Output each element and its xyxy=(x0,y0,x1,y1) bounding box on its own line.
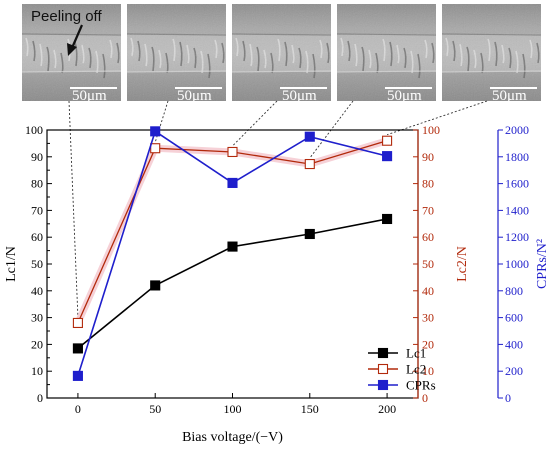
micrograph-grain xyxy=(232,4,331,101)
right-axis-1-tick-label: 100 xyxy=(422,123,440,137)
right-axis-2-tick-label: 1400 xyxy=(505,203,529,217)
right-axis-2-tick-label: 1200 xyxy=(505,230,529,244)
scale-label: 50μm xyxy=(72,88,107,104)
right-axis-2-tick-label: 400 xyxy=(505,337,523,351)
cprs-data-point xyxy=(72,370,83,381)
lc1-data-point xyxy=(304,228,315,240)
left-axis-label: Lc1/N xyxy=(4,246,19,282)
x-axis-tick-label: 0 xyxy=(75,402,81,416)
lc1-series-line xyxy=(77,218,388,350)
lc2-data-point xyxy=(227,146,238,158)
leader-line xyxy=(68,100,79,317)
sem-micrograph: 50μm xyxy=(231,4,332,104)
annotation-arrow-head xyxy=(67,43,77,56)
scale-label: 50μm xyxy=(282,88,317,104)
left-axis-tick-label: 30 xyxy=(31,311,43,325)
left-axis-tick-label: 70 xyxy=(31,203,43,217)
right-axis-2-tick-label: 1600 xyxy=(505,177,529,191)
cprs-data-point xyxy=(227,177,238,188)
micrograph-grain xyxy=(442,4,541,101)
right-axis-2-tick-label: 600 xyxy=(505,311,523,325)
micrograph-grain xyxy=(127,4,226,101)
sem-micrograph: 50μm xyxy=(126,4,227,104)
lc1-data-point xyxy=(72,343,83,354)
right-axis-2-tick-label: 800 xyxy=(505,284,523,298)
legend-marker-lc2 xyxy=(377,363,389,375)
scale-label: 50μm xyxy=(387,88,422,104)
micrograph-grain xyxy=(337,4,436,101)
right-axis-1-tick-label: 80 xyxy=(422,177,434,191)
right-axis-2-label: CPRs/N² xyxy=(535,239,550,289)
lc2-data-point xyxy=(382,135,393,146)
x-axis-tick-label: 150 xyxy=(301,402,319,416)
lc1-data-point xyxy=(227,241,238,252)
leader-line xyxy=(386,100,488,136)
micrograph-row: 50μm Peeling off 50μm 50μm 50μm 50μm xyxy=(21,4,542,104)
right-axis-2-tick-label: 2000 xyxy=(505,123,529,137)
x-axis-tick-label: 50 xyxy=(149,402,161,416)
left-axis-tick-label: 0 xyxy=(37,391,43,405)
lc2-series-halo xyxy=(74,137,389,325)
left-axis-tick-label: 20 xyxy=(31,337,43,351)
lc2-data-point xyxy=(150,143,161,154)
legend-marker-cprs xyxy=(377,379,389,391)
cprs-series-line xyxy=(77,130,388,377)
left-axis-tick-label: 90 xyxy=(31,150,43,164)
cprs-data-point xyxy=(150,126,161,137)
leader-line xyxy=(232,100,278,147)
right-axis-1-tick-label: 70 xyxy=(422,203,434,217)
right-axis-1-tick-label: 40 xyxy=(422,284,434,298)
legend-marker-lc1 xyxy=(377,347,389,359)
right-axis-1-tick-label: 0 xyxy=(422,391,428,405)
x-axis-tick-label: 200 xyxy=(378,402,396,416)
peeling-off-annotation: Peeling off xyxy=(31,8,102,25)
right-axis-1-tick-label: 20 xyxy=(422,337,434,351)
right-axis-2-tick-label: 0 xyxy=(505,391,511,405)
right-axis-1-tick-label: 60 xyxy=(422,230,434,244)
right-axis-1-tick-label: 30 xyxy=(422,311,434,325)
right-axis-1-label: Lc2/N xyxy=(455,246,470,282)
left-axis-tick-label: 80 xyxy=(31,177,43,191)
left-axis-tick-label: 60 xyxy=(31,230,43,244)
x-axis-label: Bias voltage/(−V) xyxy=(182,430,283,445)
legend-label-lc1: Lc1 xyxy=(406,346,426,361)
right-axis-1-tick-label: 50 xyxy=(422,257,434,271)
x-axis-tick-label: 100 xyxy=(224,402,242,416)
plot-area: 0 10 20 30 40 50 60 70 80 90 100 Lc1/N 0 10 20 30 40 50 60… xyxy=(4,100,550,445)
left-axis-tick-label: 50 xyxy=(31,257,43,271)
left-axis-tick-label: 100 xyxy=(25,123,43,137)
right-axis-1-tick-label: 10 xyxy=(422,364,434,378)
cprs-data-point xyxy=(382,151,393,162)
right-axis-2-tick-label: 200 xyxy=(505,364,523,378)
sem-micrograph: 50μm Peeling off xyxy=(21,4,122,104)
lc1-data-point xyxy=(382,213,393,225)
cprs-data-point xyxy=(304,131,315,142)
sem-micrograph: 50μm xyxy=(336,4,437,104)
legend-label-cprs: CPRs xyxy=(406,378,436,393)
scale-label: 50μm xyxy=(492,88,527,104)
right-axis-2-tick-label: 1800 xyxy=(505,150,529,164)
right-axis-1-tick-label: 90 xyxy=(422,150,434,164)
left-axis-tick-label: 10 xyxy=(31,364,43,378)
annotation-arrow-shaft xyxy=(70,24,84,49)
scale-label: 50μm xyxy=(177,88,212,104)
lc2-data-point xyxy=(304,158,315,170)
lc1-data-point xyxy=(150,280,161,291)
sem-micrograph: 50μm xyxy=(441,4,542,104)
lc2-series-line xyxy=(77,140,388,324)
lc2-data-point xyxy=(72,317,83,329)
leader-line xyxy=(154,100,169,143)
right-axis-2-tick-label: 1000 xyxy=(505,257,529,271)
legend-label-lc2: Lc2 xyxy=(406,362,426,377)
left-axis-tick-label: 40 xyxy=(31,284,43,298)
